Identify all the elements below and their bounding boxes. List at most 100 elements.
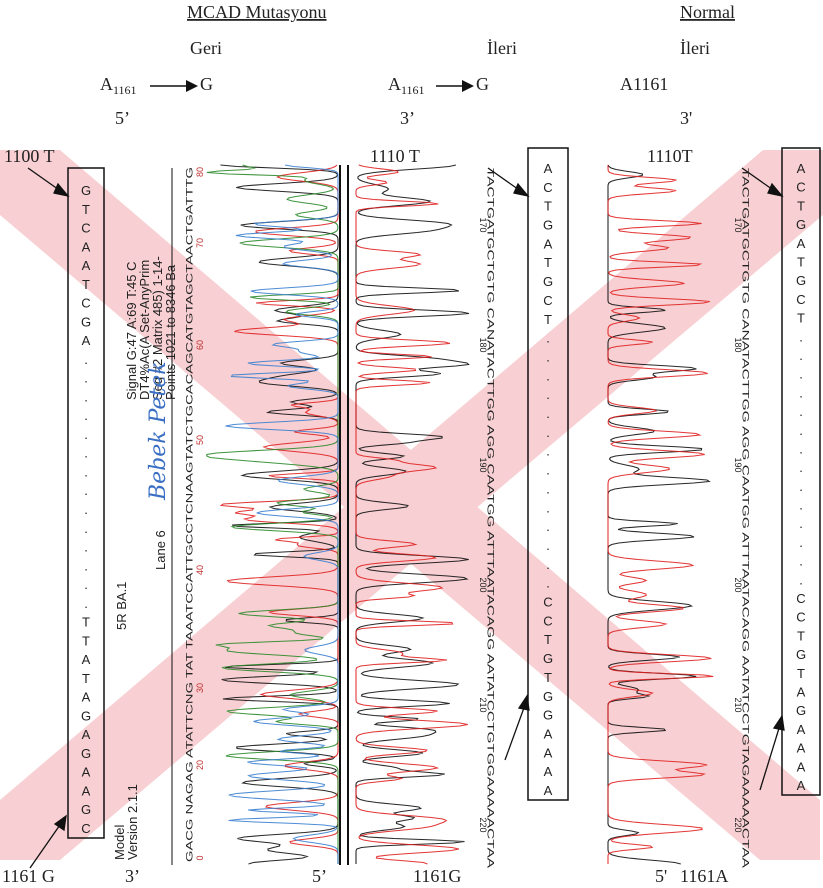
sequence-letter: . bbox=[84, 502, 88, 517]
sequence-letter: . bbox=[546, 444, 550, 459]
sequence-letter: G bbox=[796, 273, 806, 288]
sequence-letter: T bbox=[544, 632, 552, 647]
sequence-letter: A bbox=[82, 765, 91, 780]
sequence-letter: T bbox=[544, 312, 552, 327]
mutation: A1161 bbox=[620, 74, 668, 94]
sequence-letter: A bbox=[797, 722, 806, 737]
sequence-letter: C bbox=[796, 610, 805, 625]
sequence-letter: T bbox=[82, 277, 90, 292]
sequence-letter: . bbox=[546, 481, 550, 496]
trace bbox=[607, 165, 714, 864]
sequence-letter: A bbox=[82, 333, 91, 348]
sequence-letter: A bbox=[797, 161, 806, 176]
sequence-letter: A bbox=[544, 783, 553, 798]
sequence-letter: . bbox=[799, 535, 803, 550]
sequence-letter: . bbox=[84, 483, 88, 498]
sequence-letter: T bbox=[82, 671, 90, 686]
direction: Geri bbox=[190, 38, 222, 58]
scale-number: 180 bbox=[478, 337, 488, 352]
sequence-letter: C bbox=[81, 821, 90, 836]
scale-number: 0 bbox=[195, 855, 205, 860]
sequence-letter: T bbox=[82, 615, 90, 630]
sequence-box bbox=[527, 147, 569, 801]
mutation: A1161 bbox=[388, 74, 425, 97]
sequence-letter: C bbox=[796, 180, 805, 195]
sequence-letter: . bbox=[546, 368, 550, 383]
bottom-label: 5’ bbox=[312, 866, 327, 886]
sequence-letter: T bbox=[797, 198, 805, 213]
sequence-letter: A bbox=[797, 778, 806, 793]
bottom-label: 1161 G bbox=[2, 866, 55, 886]
bottom-label: 1161A bbox=[680, 866, 728, 886]
scale-number: 30 bbox=[195, 683, 205, 693]
title: MCAD Mutasyonu bbox=[187, 2, 327, 22]
base-calls: TACTGATGCTGTG CANATACTTGG AGG CAATGG ATT… bbox=[486, 168, 496, 868]
sequence-letter: . bbox=[546, 519, 550, 534]
sequence-letter: C bbox=[543, 595, 552, 610]
sequence-letter: . bbox=[799, 348, 803, 363]
sequence-letter: . bbox=[546, 406, 550, 421]
sequence-letter: T bbox=[82, 202, 90, 217]
scale-number: 210 bbox=[478, 697, 488, 712]
sequence-letter: A bbox=[544, 745, 553, 760]
scale-number: 180 bbox=[733, 337, 743, 352]
sequence-letter: . bbox=[84, 352, 88, 367]
watermark bbox=[0, 150, 823, 860]
direction: İleri bbox=[680, 38, 710, 58]
sequence-letter: A bbox=[797, 759, 806, 774]
scale-number: 200 bbox=[478, 577, 488, 592]
sequence-letter: . bbox=[799, 572, 803, 587]
sequence-letter: G bbox=[81, 314, 91, 329]
run-info: DT4%Ac(A Set-AnyPrim bbox=[137, 260, 152, 400]
direction: İleri bbox=[487, 38, 517, 58]
mutation: A1161 bbox=[100, 74, 137, 97]
end-label: 3’ bbox=[400, 108, 415, 128]
scale-number: 200 bbox=[733, 577, 743, 592]
handwritten-note: Bebek Petek bbox=[146, 361, 171, 501]
sequence-letter: G bbox=[543, 274, 553, 289]
arrow-head bbox=[186, 80, 198, 92]
bottom-label: 1161G bbox=[413, 866, 461, 886]
model: Model bbox=[112, 824, 127, 860]
sequence-letter: G bbox=[543, 218, 553, 233]
sequence-letter: T bbox=[797, 311, 805, 326]
sequence-letter: . bbox=[546, 463, 550, 478]
sequence-letter: . bbox=[84, 540, 88, 555]
sequence-letter: . bbox=[799, 441, 803, 456]
bottom-label: 3’ bbox=[125, 866, 140, 886]
sequence-letter: . bbox=[799, 516, 803, 531]
sequence-letter: C bbox=[796, 591, 805, 606]
sequence-letter: . bbox=[546, 349, 550, 364]
arrow-head bbox=[462, 80, 474, 92]
sequence-letter: G bbox=[81, 708, 91, 723]
scale-number: 190 bbox=[733, 457, 743, 472]
sequence-letter: A bbox=[82, 239, 91, 254]
sequence-letter: . bbox=[546, 387, 550, 402]
sequence-letter: . bbox=[546, 576, 550, 591]
sequence-letter: A bbox=[82, 783, 91, 798]
scale-number: 170 bbox=[478, 217, 488, 232]
sequence-letter: G bbox=[543, 708, 553, 723]
sequence-box bbox=[781, 147, 821, 796]
sequence-letter: C bbox=[543, 613, 552, 628]
sequence-letter: . bbox=[84, 558, 88, 573]
trace bbox=[355, 164, 468, 865]
base-calls: GACG NAGAG ATATTCNG TAT TAAATCCATTGCCTCN… bbox=[184, 167, 194, 862]
sequence-letter: A bbox=[797, 741, 806, 756]
sequence-box bbox=[67, 167, 105, 839]
mutation: G bbox=[200, 74, 213, 94]
sequence-letter: T bbox=[544, 255, 552, 270]
model: Version 2.1.1 bbox=[125, 784, 140, 860]
sequence-letter: C bbox=[81, 296, 90, 311]
sequence-letter: . bbox=[84, 464, 88, 479]
sequence-letter: T bbox=[544, 199, 552, 214]
mutation: G bbox=[476, 74, 489, 94]
sequence-letter: G bbox=[796, 217, 806, 232]
scale-number: 210 bbox=[733, 697, 743, 712]
sequence-letter: . bbox=[84, 389, 88, 404]
start-label: 1110 T bbox=[370, 146, 420, 166]
sequence-letter: G bbox=[543, 689, 553, 704]
sequence-letter: . bbox=[546, 425, 550, 440]
sequence-letter: A bbox=[82, 258, 91, 273]
